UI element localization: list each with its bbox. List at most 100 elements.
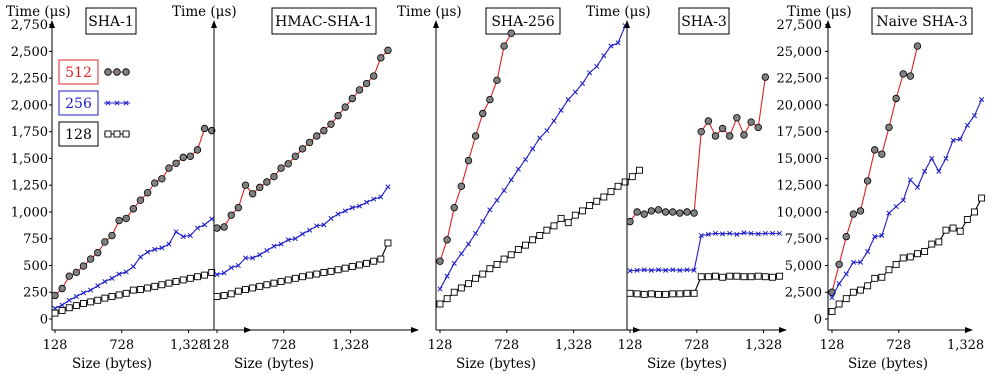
data-point [704,117,713,125]
y-axis-label: Time (μs) [397,4,462,20]
legend-marker [104,130,112,138]
data-point [208,126,216,135]
data-point [257,252,263,258]
data-point [378,194,384,200]
data-point [108,231,116,240]
data-point [522,241,529,249]
data-point [194,225,201,231]
data-point [942,226,950,234]
data-point [172,159,180,167]
data-point [472,274,480,282]
data-point [878,273,886,281]
data-point [626,289,634,297]
data-point [676,290,684,298]
data-point [122,289,130,297]
y-tick-label: 1,500 [11,152,48,167]
chart-title-box [871,7,973,35]
data-point [277,164,285,172]
data-point [777,230,783,236]
x-axis-arrow-icon [779,327,787,333]
y-axis-label: Time (μs) [6,4,71,20]
data-point [978,194,986,202]
data-point [213,293,221,300]
data-point [579,80,586,87]
data-point [227,211,235,219]
data-point [913,42,922,50]
data-point [885,123,893,132]
data-point [362,79,371,88]
y-tick-label: 17,500 [777,125,823,140]
data-point [963,216,971,223]
data-point [349,205,355,211]
data-point [536,232,544,239]
data-point [842,295,850,303]
data-point [109,275,115,281]
y-tick-label: 2,250 [11,72,48,87]
data-point [608,43,614,49]
data-point [115,291,123,299]
y-tick-label: 2,000 [11,98,48,113]
data-point [165,279,173,287]
data-point [179,153,187,162]
chart-panel-sha-3: Time (μs) SHA-3 128 728 1,328 Size (bytes) [586,4,787,372]
data-point [158,281,166,289]
data-point [654,206,663,214]
legend-marker [122,68,130,76]
data-point [856,207,865,215]
data-point [836,281,842,287]
data-point [633,290,641,298]
data-point [457,182,466,190]
y-tick-label: 25,000 [777,45,823,60]
data-point [747,273,755,281]
data-point [51,291,59,300]
data-point [277,278,285,285]
series-128 [51,268,216,317]
data-point [914,250,921,258]
series-256 [627,230,783,274]
data-point [313,132,321,140]
y-axis-arrow-icon [825,20,831,28]
data-point [929,155,935,162]
data-point [530,146,536,152]
x-tick-label: 128 [618,338,643,353]
data-point [641,267,647,273]
data-point [907,177,913,183]
data-point [551,118,557,124]
data-point [719,273,727,281]
series-line [831,99,983,298]
data-point [501,188,507,194]
x-tick-label: 1,328 [947,338,984,353]
data-point [711,132,720,140]
data-point [284,276,292,284]
data-point [291,274,299,282]
data-point [921,248,929,256]
data-point [697,273,705,281]
x-tick-label: 128 [205,338,230,353]
data-point [640,210,648,218]
data-point [718,124,727,133]
data-point [348,94,357,103]
data-point [762,230,768,236]
data-point [647,290,655,298]
x-tick-label: 1,328 [332,338,369,353]
data-point [122,214,130,223]
data-point [493,260,501,268]
data-point [670,267,676,273]
data-point [508,177,514,183]
data-point [683,289,691,297]
data-point [601,53,607,59]
series-256 [829,97,985,301]
series-256 [214,184,391,278]
x-tick-label: 1,328 [555,338,592,353]
data-point [321,222,327,228]
data-point [235,262,241,269]
data-point [144,284,152,292]
data-point [151,179,159,187]
y-tick-label: 15,000 [777,152,823,167]
data-point [263,281,271,289]
data-point [647,207,656,215]
data-point [152,246,158,252]
data-point [979,97,985,103]
data-point [298,145,307,153]
data-point [370,257,378,265]
